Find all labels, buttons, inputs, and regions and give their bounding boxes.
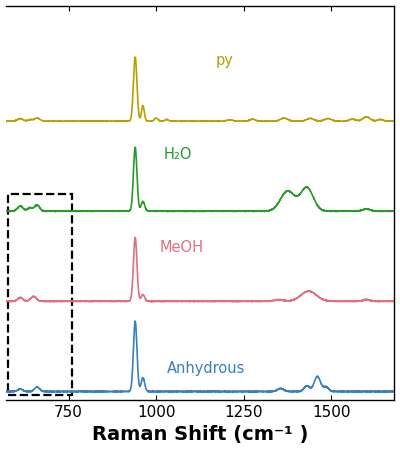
X-axis label: Raman Shift (cm⁻¹ ): Raman Shift (cm⁻¹ ): [92, 425, 308, 445]
Text: MeOH: MeOH: [160, 240, 204, 255]
Text: py: py: [216, 54, 234, 68]
Bar: [8, 194, 72, 395]
Text: H₂O: H₂O: [163, 147, 192, 162]
Text: Anhydrous: Anhydrous: [167, 361, 245, 376]
